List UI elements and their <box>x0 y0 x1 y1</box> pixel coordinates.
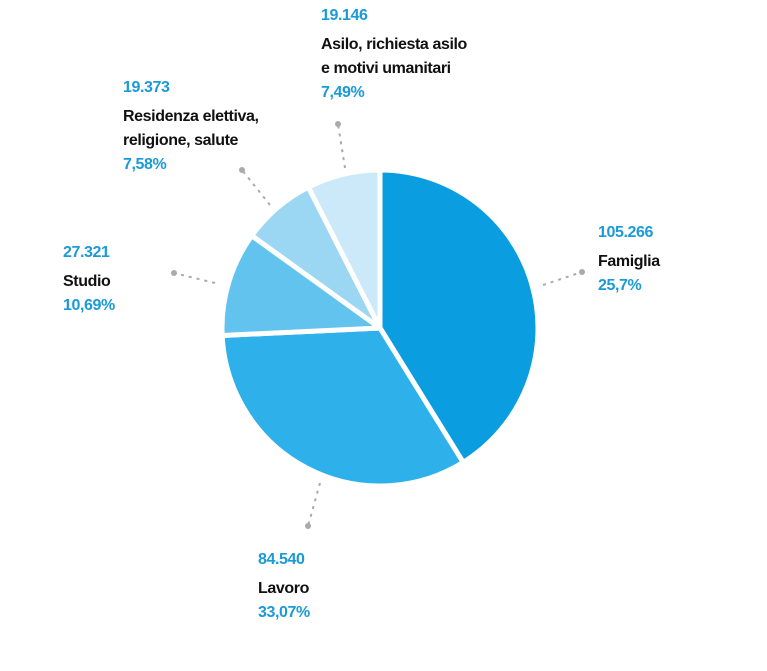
percent-label: 10,69% <box>63 297 115 314</box>
slice-label: 19.373 Residenza elettiva, religione, sal… <box>123 76 259 177</box>
slice-label: 105.266 Famiglia 25,7% <box>598 221 660 298</box>
leader-dots <box>171 121 585 529</box>
category-label: Studio <box>63 273 111 290</box>
slice-label: 84.540 Lavoro 33,07% <box>258 548 310 625</box>
value-label: 105.266 <box>598 224 654 241</box>
category-label: Asilo, richiesta asilo e motivi umanitar… <box>321 36 467 77</box>
leader-dot <box>171 270 177 276</box>
pie-slice <box>219 325 466 489</box>
leader-dot <box>335 121 341 127</box>
leader <box>337 123 346 169</box>
leader-dot <box>579 269 585 275</box>
leader <box>173 272 216 284</box>
pie-slice <box>219 233 383 338</box>
value-label: 84.540 <box>258 551 305 568</box>
pie-slice <box>305 167 383 331</box>
slice-label: 27.321 Studio 10,69% <box>63 241 115 318</box>
percent-label: 7,49% <box>321 84 365 101</box>
value-label: 19.373 <box>123 79 170 96</box>
percent-label: 25,7% <box>598 277 642 294</box>
leader <box>542 271 583 286</box>
percent-label: 7,58% <box>123 156 167 173</box>
category-label: Lavoro <box>258 580 309 597</box>
leader-dot <box>305 523 311 529</box>
leader <box>307 482 321 527</box>
percent-label: 33,07% <box>258 604 310 621</box>
leaders <box>173 123 583 527</box>
value-label: 27.321 <box>63 244 110 261</box>
slice-label: 19.146 Asilo, richiesta asilo e motivi um… <box>321 4 467 105</box>
category-label: Famiglia <box>598 253 660 270</box>
leader-dot <box>239 167 245 173</box>
value-label: 19.146 <box>321 7 368 24</box>
category-label: Residenza elettiva, religione, salute <box>123 108 259 149</box>
